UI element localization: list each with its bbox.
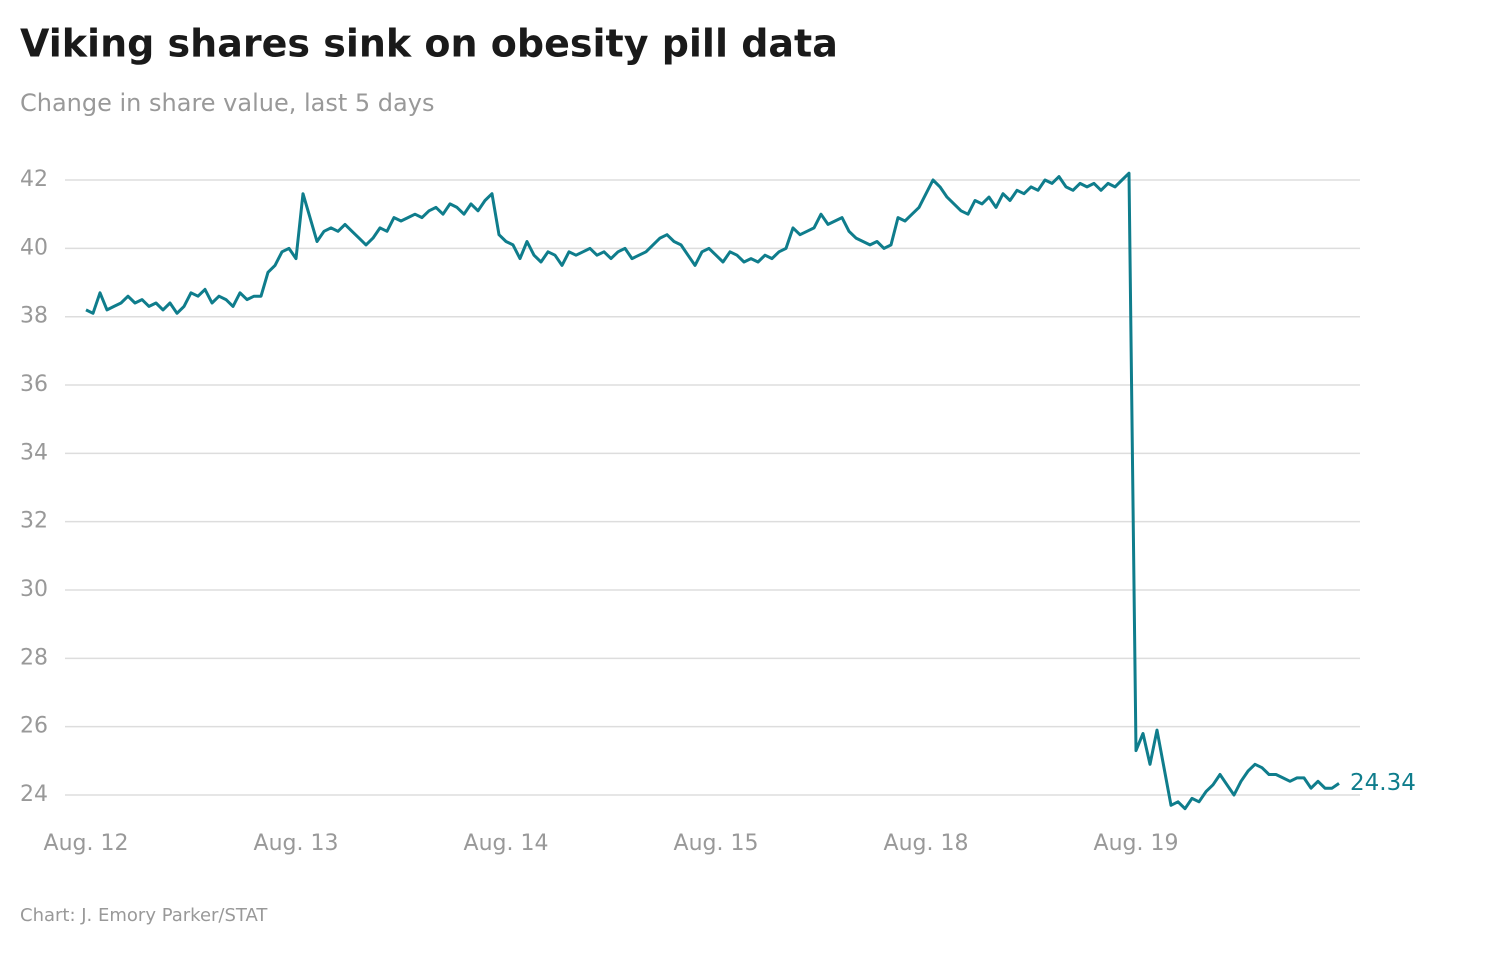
- y-tick-label: 24: [20, 782, 48, 807]
- y-tick-label: 26: [20, 714, 48, 739]
- x-tick-label: Aug. 18: [884, 831, 969, 856]
- y-tick-label: 42: [20, 167, 48, 192]
- x-tick-label: Aug. 12: [44, 831, 129, 856]
- x-tick-label: Aug. 14: [464, 831, 549, 856]
- line: [85, 171, 1340, 811]
- x-tick-label: Aug. 13: [254, 831, 339, 856]
- y-tick-label: 28: [20, 645, 48, 670]
- y-tick-label: 32: [20, 509, 48, 534]
- chart-title: Viking shares sink on obesity pill data: [20, 22, 838, 66]
- y-tick-label: 36: [20, 372, 48, 397]
- y-tick-label: 34: [20, 440, 48, 465]
- chart-subtitle: Change in share value, last 5 days: [20, 89, 434, 117]
- y-tick-label: 40: [20, 235, 48, 260]
- x-tick-label: Aug. 19: [1094, 831, 1179, 856]
- y-tick-label: 38: [20, 304, 48, 329]
- source: Chart: J. Emory Parker/STAT: [20, 905, 268, 926]
- y-tick-label: 30: [20, 577, 48, 602]
- x-tick-label: Aug. 15: [674, 831, 759, 856]
- end-label: 24.34: [1350, 770, 1416, 796]
